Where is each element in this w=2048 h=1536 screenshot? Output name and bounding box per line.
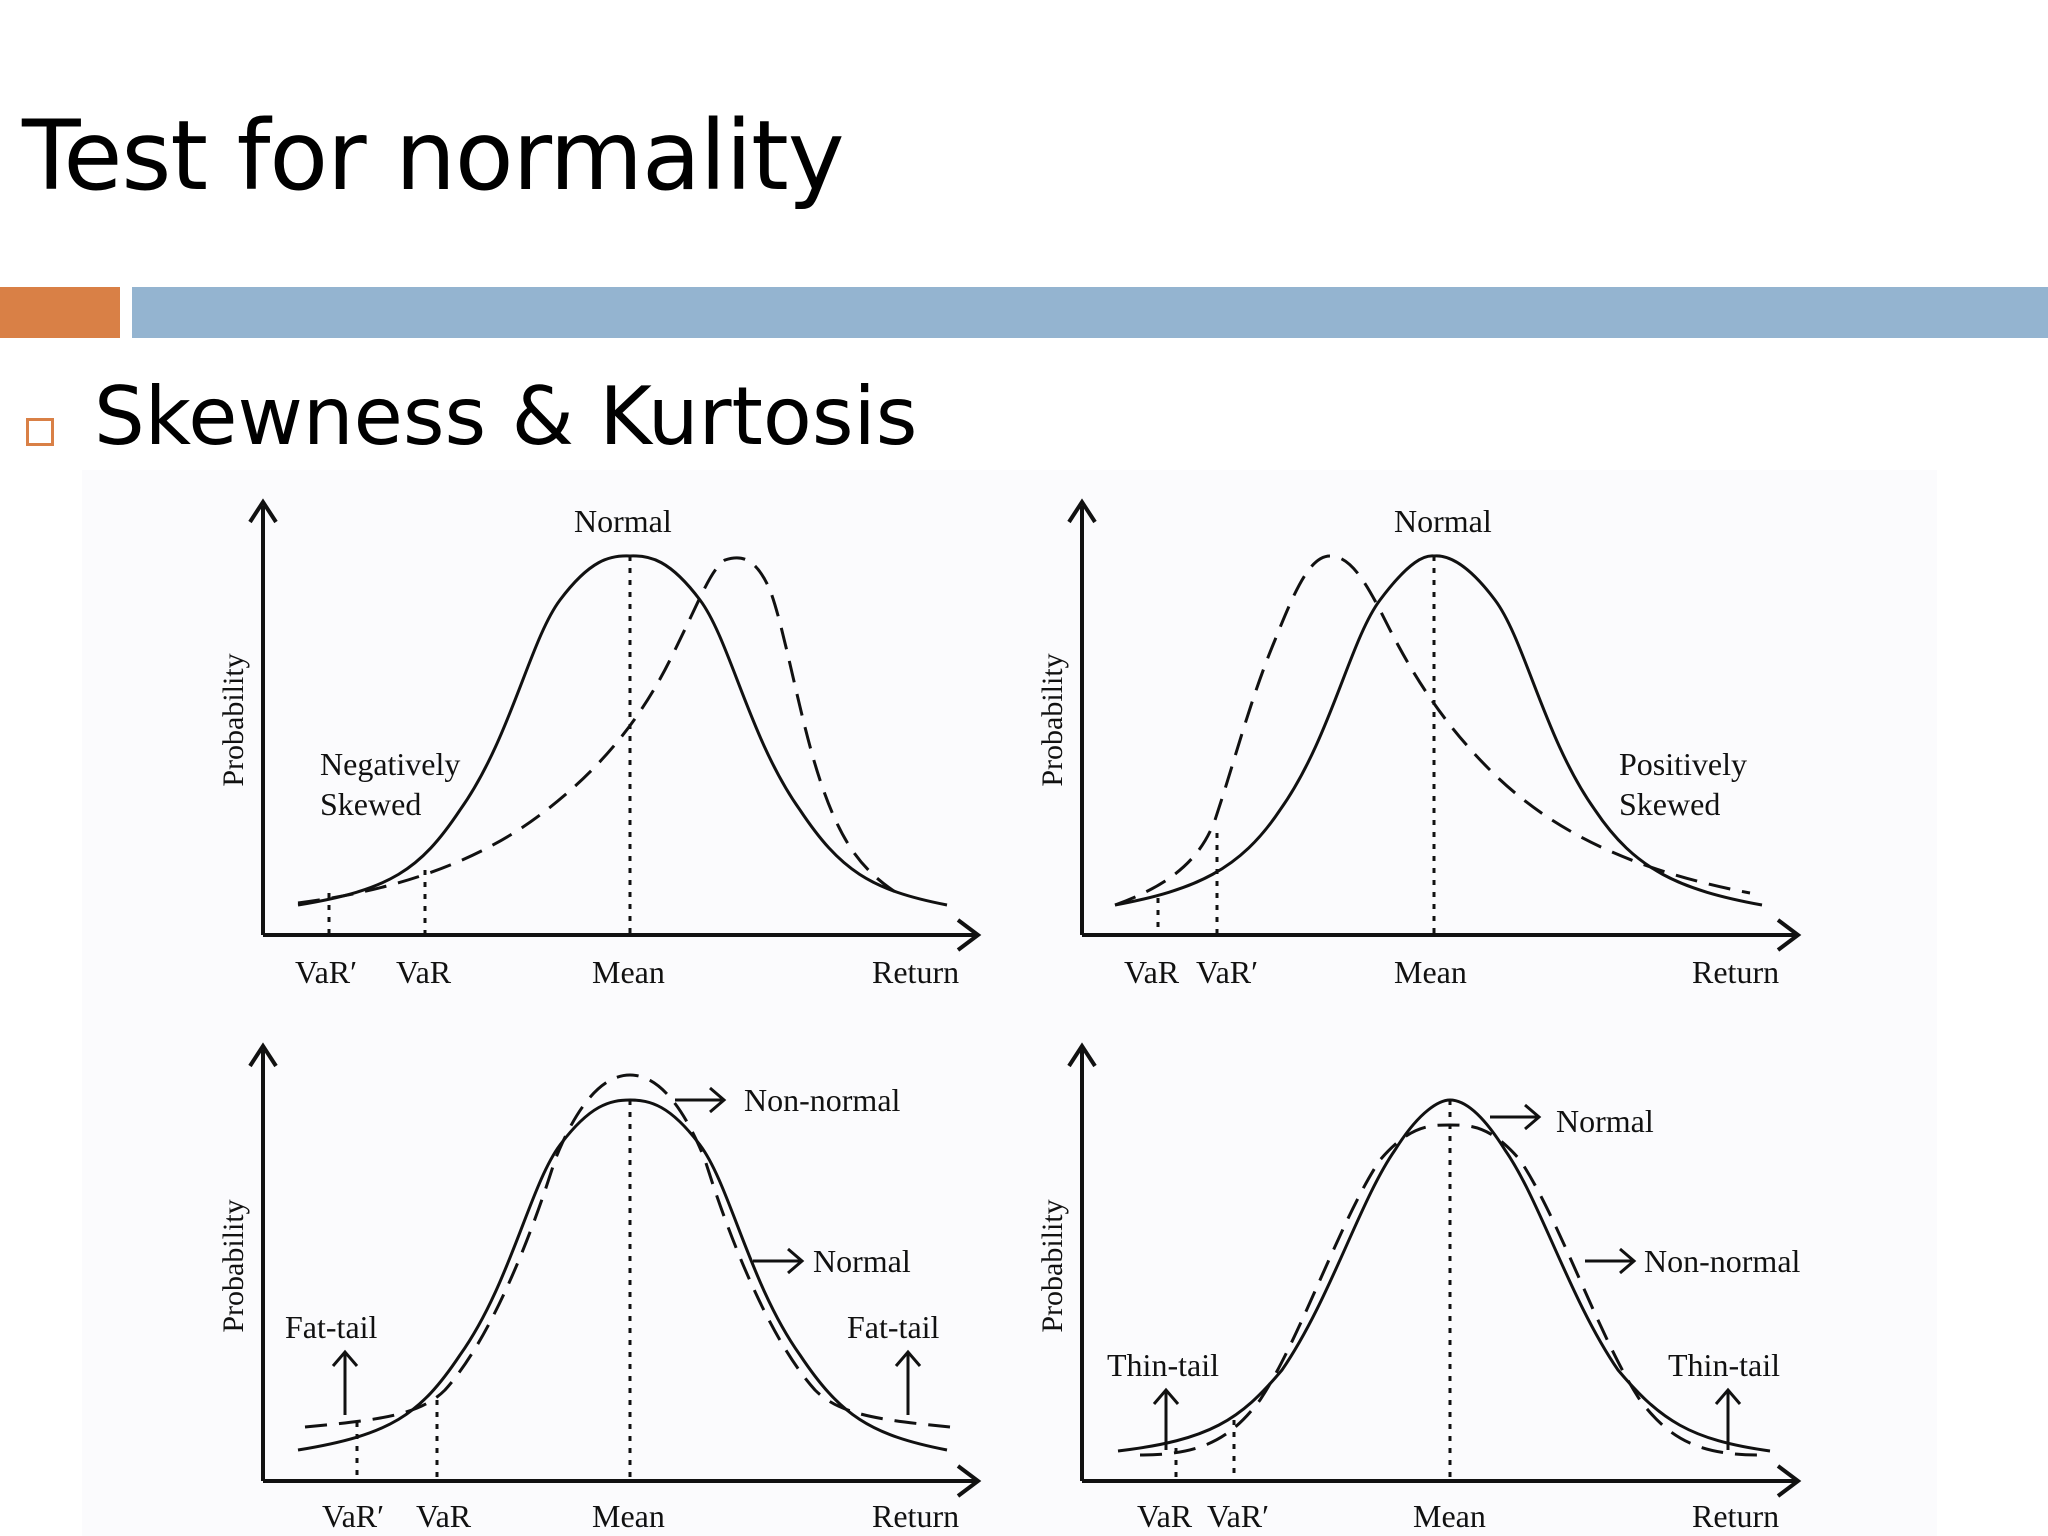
panel-positive-skew: Normal Positively Skewed Probability VaR… [1036,498,1802,990]
annotation-line-2: Skewed [320,786,421,822]
fat-tail-left-label: Fat-tail [285,1309,378,1345]
annotation-line-1: Negatively [320,746,460,782]
x-tick-var-prime: VaR′ [1196,954,1258,990]
x-tick-mean: Mean [1413,1498,1486,1534]
y-arrow-icon [1067,498,1097,524]
x-tick-return: Return [1692,954,1779,990]
y-arrow-icon [248,1042,278,1068]
axes [261,506,975,937]
non-normal-label: Non-normal [744,1082,901,1118]
fat-tail-right-arrow-icon [894,1349,922,1415]
normal-label: Normal [1556,1103,1654,1139]
panel-negative-skew: Normal Negatively Skewed Probability VaR… [217,498,982,990]
x-tick-mean: Mean [592,954,665,990]
panel-thin-tail: Normal Non-normal Thin-tail Thin-tail Pr… [1036,1042,1802,1534]
normal-pointer-icon [753,1247,805,1275]
non-normal-pointer-icon [1585,1247,1637,1275]
x-tick-var: VaR [396,954,452,990]
title-band [132,287,2048,338]
non-normal-pointer-icon [675,1086,727,1114]
x-tick-var-prime: VaR′ [1207,1498,1269,1534]
thin-tail-left-arrow-icon [1152,1387,1180,1450]
fat-tail-left-arrow-icon [331,1349,359,1415]
y-axis-label: Probability [1036,653,1069,786]
thin-tail-left-label: Thin-tail [1107,1347,1219,1383]
panel-fat-tail: Non-normal Normal Fat-tail Fat-tail Prob… [217,1042,982,1534]
x-arrow-icon [1776,1464,1802,1498]
non-normal-label: Non-normal [1644,1243,1801,1279]
x-tick-return: Return [1692,1498,1779,1534]
x-tick-return: Return [872,954,959,990]
annotation-line-2: Skewed [1619,786,1720,822]
bullet-text: Skewness & Kurtosis [94,370,918,463]
x-tick-var: VaR [1137,1498,1193,1534]
normal-label: Normal [574,503,672,539]
x-tick-var-prime: VaR′ [322,1498,384,1534]
y-axis-label: Probability [1036,1199,1069,1332]
slide-title: Test for normality [22,100,845,212]
non-normal-curve [304,1073,951,1429]
axes [1080,506,1795,937]
y-arrow-icon [1067,1042,1097,1068]
skewed-curve [1114,554,1751,907]
annotation-line-1: Positively [1619,746,1747,782]
skewed-curve [297,556,901,905]
figure-panel [82,470,1937,1536]
axes [1080,1050,1795,1483]
x-tick-mean: Mean [592,1498,665,1534]
normal-curve [297,554,948,907]
normal-label: Normal [813,1243,911,1279]
x-arrow-icon [956,918,982,952]
bullet-square-icon [26,418,54,446]
x-tick-var: VaR [1124,954,1180,990]
normal-pointer-icon [1490,1103,1542,1131]
x-arrow-icon [956,1464,982,1498]
accent-band [0,287,120,338]
normal-curve [1114,554,1763,907]
thin-tail-right-arrow-icon [1714,1387,1742,1450]
x-tick-var-prime: VaR′ [295,954,357,990]
x-tick-return: Return [872,1498,959,1534]
y-axis-label: Probability [217,1199,250,1332]
thin-tail-right-label: Thin-tail [1668,1347,1780,1383]
x-tick-var: VaR [416,1498,472,1534]
fat-tail-right-label: Fat-tail [847,1309,940,1345]
y-axis-label: Probability [217,653,250,786]
x-arrow-icon [1776,918,1802,952]
axes [261,1050,975,1483]
x-tick-mean: Mean [1394,954,1467,990]
normal-label: Normal [1394,503,1492,539]
y-arrow-icon [248,498,278,524]
